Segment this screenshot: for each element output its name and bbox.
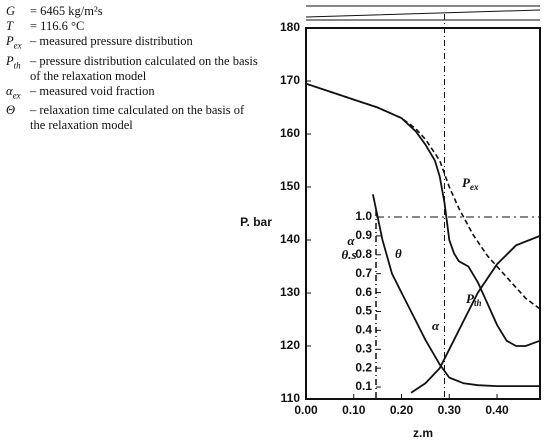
legend-symbol-text: α [6, 83, 13, 98]
legend-symbol-sub: th [13, 60, 21, 70]
y-tick-label: 170 [280, 73, 300, 87]
series-line [305, 82, 541, 310]
series-label-sub: ex [470, 182, 479, 192]
series-label: α [432, 318, 440, 333]
legend-text: = 6465 kg/m²s [30, 4, 103, 18]
legend: G = 6465 kg/m²s T = 116.6 °C Pex – measured p… [6, 4, 260, 133]
y2-tick-label: 0.4 [355, 323, 372, 337]
x-tick-label: 0.00 [294, 403, 318, 417]
series-label: θ [395, 246, 402, 261]
legend-row: Pex – measured pressure distribution [6, 34, 260, 54]
legend-symbol-text: P [6, 34, 14, 48]
legend-row: G = 6465 kg/m²s [6, 4, 260, 19]
series-line [305, 82, 541, 347]
y-tick-label: 110 [281, 391, 301, 405]
legend-row: Θ – relaxation time calculated on the bas… [6, 103, 260, 133]
series-label-main: P [462, 175, 471, 190]
x-tick-label: 0.10 [342, 403, 366, 417]
legend-text: – relaxation time calculated on the basi… [30, 103, 245, 132]
y2-axis-label: α [347, 233, 355, 248]
series-label: Pex [462, 175, 479, 192]
y2-tick-label: 0.6 [355, 285, 372, 299]
legend-symbol: G [6, 4, 26, 19]
legend-symbol-sub: ex [12, 90, 21, 100]
legend-symbol-text: T [6, 19, 13, 33]
plot-frame [305, 27, 541, 400]
series-label-sub: th [474, 298, 482, 308]
y-tick-label: 180 [280, 20, 300, 34]
x-tick-label: 0.40 [485, 403, 509, 417]
legend-symbol-text: G [6, 4, 16, 18]
series-label-main: P [466, 291, 475, 306]
legend-symbol-sub: ex [13, 40, 22, 51]
legend-symbol: Pth [6, 54, 26, 84]
y2-axis-label: θ.s [341, 247, 356, 262]
legend-symbol-text: Θ [6, 103, 16, 117]
legend-symbol: αex [6, 84, 26, 104]
legend-row: Pth – pressure distribution calculated on… [6, 54, 260, 84]
y2-tick-label: 0.5 [355, 304, 372, 318]
series-line [410, 235, 541, 394]
legend-text: – measured void fraction [30, 83, 155, 98]
legend-row: T = 116.6 °C [6, 19, 260, 34]
legend-text: = 116.6 °C [30, 19, 85, 33]
legend-symbol: T [6, 19, 26, 34]
y-tick-label: 130 [280, 285, 300, 299]
y2-tick-label: 0.9 [355, 228, 372, 242]
x-tick-label: 0.30 [438, 403, 462, 417]
y2-tick-label: 0.3 [355, 341, 372, 355]
x-axis-label: z.m [413, 426, 433, 440]
pipe-sketch [305, 5, 541, 21]
y-axis-label: P. bar [240, 215, 272, 229]
legend-symbol: Pex [6, 34, 26, 54]
y2-tick-label: 0.8 [355, 247, 372, 261]
y-tick-label: 120 [280, 338, 300, 352]
legend-symbol: Θ [6, 103, 26, 133]
legend-symbol-text: P [6, 53, 14, 68]
series-label: Pth [466, 291, 481, 308]
y2-tick-label: 0.7 [355, 266, 372, 280]
legend-text: – measured pressure distribution [30, 34, 193, 48]
y-tick-label: 160 [280, 126, 300, 140]
legend-row: αex – measured void fraction [6, 84, 260, 104]
x-tick-label: 0.20 [390, 403, 414, 417]
y-tick-label: 140 [280, 232, 300, 246]
y2-tick-label: 0.1 [355, 379, 372, 393]
y2-tick-label: 0.2 [355, 360, 372, 374]
y-tick-label: 150 [280, 179, 300, 193]
y2-tick-label: 1.0 [355, 209, 372, 223]
legend-text: – pressure distribution calculated on th… [30, 53, 258, 83]
series-line [372, 194, 540, 387]
